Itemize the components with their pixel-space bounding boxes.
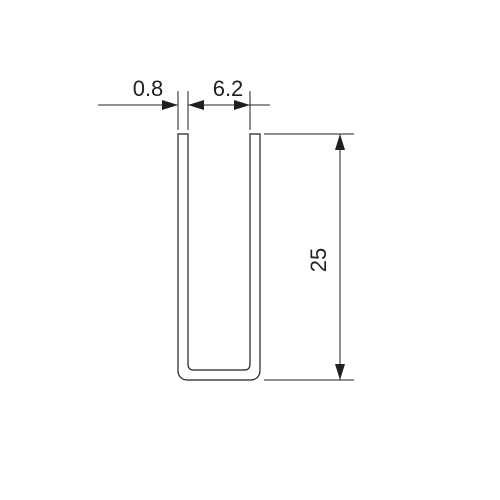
dim-label-wall: 0.8 [133,76,164,101]
dim-label-inner: 6.2 [213,76,244,101]
dim-label-height: 25 [306,248,331,272]
u-channel-profile [178,134,260,380]
